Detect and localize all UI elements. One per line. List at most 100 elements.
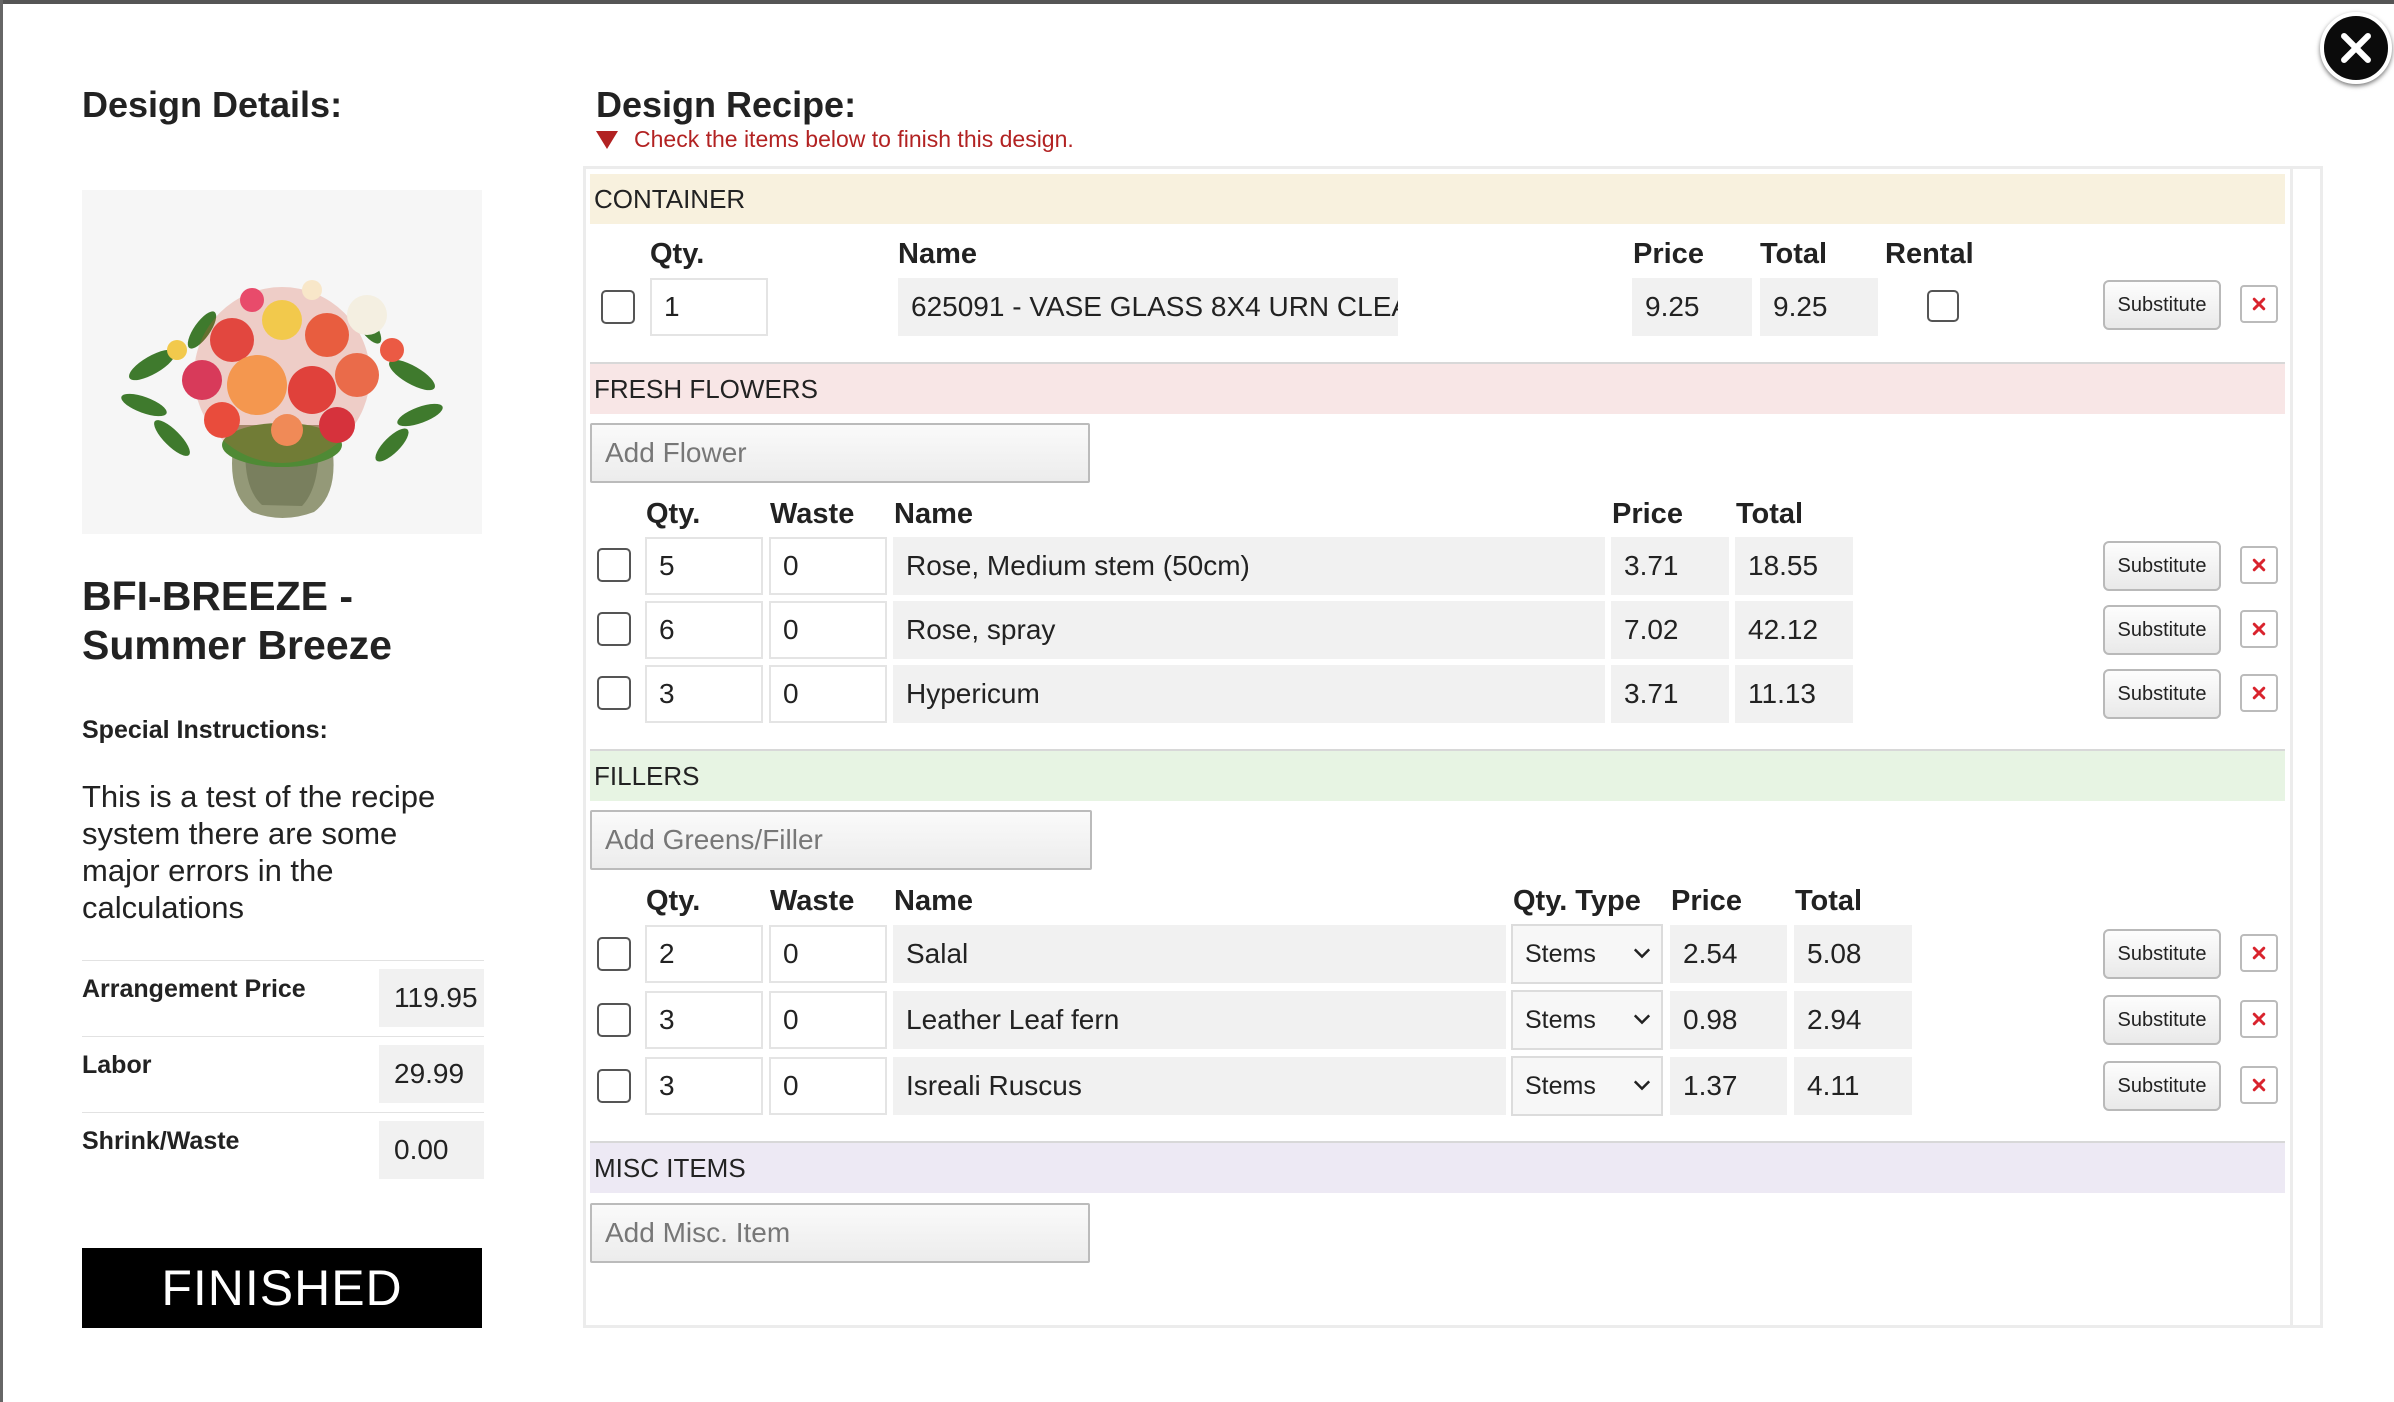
flower-total: 18.55 xyxy=(1735,537,1853,595)
fresh-col-name: Name xyxy=(894,498,973,530)
flower-delete-button[interactable] xyxy=(2240,546,2278,584)
flower-total: 11.13 xyxy=(1735,665,1853,723)
filler-qty-input[interactable]: 2 xyxy=(645,925,763,983)
flower-substitute-button[interactable]: Substitute xyxy=(2103,669,2221,719)
flower-qty-input[interactable]: 3 xyxy=(645,665,763,723)
chevron-down-icon xyxy=(1633,1080,1651,1091)
fresh-col-waste: Waste xyxy=(770,498,855,530)
filler-delete-button[interactable] xyxy=(2240,1000,2278,1038)
recipe-panel xyxy=(583,166,2323,1328)
filler-waste-input[interactable]: 0 xyxy=(769,991,887,1049)
filler-delete-button[interactable] xyxy=(2240,1066,2278,1104)
flower-qty-input[interactable]: 5 xyxy=(645,537,763,595)
add-misc-item-button[interactable]: Add Misc. Item xyxy=(590,1203,1090,1263)
recipe-hint: Check the items below to finish this des… xyxy=(596,126,1074,153)
flower-substitute-button[interactable]: Substitute xyxy=(2103,605,2221,655)
filler-qty-input[interactable]: 3 xyxy=(645,991,763,1049)
delete-x-icon xyxy=(2252,1012,2266,1026)
filler-substitute-button[interactable]: Substitute xyxy=(2103,929,2221,979)
filler-substitute-button[interactable]: Substitute xyxy=(2103,995,2221,1045)
chevron-down-icon xyxy=(1633,1014,1651,1025)
labor-value: 29.99 xyxy=(379,1045,484,1103)
divider xyxy=(590,362,2285,364)
section-fillers: FILLERS xyxy=(590,751,2285,801)
container-col-rental: Rental xyxy=(1885,238,1974,270)
add-flower-button[interactable]: Add Flower xyxy=(590,423,1090,483)
filler-row-checkbox[interactable] xyxy=(597,1069,631,1103)
flower-substitute-button[interactable]: Substitute xyxy=(2103,541,2221,591)
filler-waste-input[interactable]: 0 xyxy=(769,1057,887,1115)
flower-delete-button[interactable] xyxy=(2240,674,2278,712)
chevron-down-icon xyxy=(1633,948,1651,959)
flower-waste-input[interactable]: 0 xyxy=(769,665,887,723)
filler-delete-button[interactable] xyxy=(2240,934,2278,972)
filler-name: Leather Leaf fern xyxy=(893,991,1506,1049)
fillers-col-waste: Waste xyxy=(770,885,855,917)
flower-qty-input[interactable]: 6 xyxy=(645,601,763,659)
flower-delete-button[interactable] xyxy=(2240,610,2278,648)
section-misc-items: MISC ITEMS xyxy=(590,1143,2285,1193)
filler-total: 5.08 xyxy=(1794,925,1912,983)
filler-qty-input[interactable]: 3 xyxy=(645,1057,763,1115)
filler-row-checkbox[interactable] xyxy=(597,1003,631,1037)
fresh-col-total: Total xyxy=(1736,498,1804,530)
flower-total: 42.12 xyxy=(1735,601,1853,659)
container-qty-input[interactable]: 1 xyxy=(650,278,768,336)
summary-row-shrink-waste: Shrink/Waste 0.00 xyxy=(82,1112,484,1188)
filler-total: 4.11 xyxy=(1794,1057,1912,1115)
container-done-checkbox[interactable] xyxy=(601,290,635,324)
filler-row-checkbox[interactable] xyxy=(597,937,631,971)
design-photo xyxy=(82,190,482,534)
filler-qty-type-value: Stems xyxy=(1525,1072,1596,1100)
fresh-col-price: Price xyxy=(1612,498,1683,530)
container-rental-checkbox[interactable] xyxy=(1927,290,1959,322)
arrangement-price-value: 119.95 xyxy=(379,969,484,1027)
container-col-total: Total xyxy=(1760,238,1828,270)
flower-name: Hypericum xyxy=(893,665,1605,723)
container-col-qty: Qty. xyxy=(650,238,705,270)
flower-row-checkbox[interactable] xyxy=(597,676,631,710)
flower-waste-input[interactable]: 0 xyxy=(769,537,887,595)
filler-qty-type-select[interactable]: Stems xyxy=(1511,924,1663,984)
close-button[interactable] xyxy=(2320,12,2392,84)
container-col-name: Name xyxy=(898,238,977,270)
filler-waste-input[interactable]: 0 xyxy=(769,925,887,983)
delete-x-icon xyxy=(2252,558,2266,572)
filler-name: Isreali Ruscus xyxy=(893,1057,1506,1115)
top-edge xyxy=(0,0,2394,4)
filler-qty-type-value: Stems xyxy=(1525,1006,1596,1034)
flower-row-checkbox[interactable] xyxy=(597,548,631,582)
container-delete-button[interactable] xyxy=(2240,285,2278,323)
delete-x-icon xyxy=(2252,946,2266,960)
special-instructions-label: Special Instructions: xyxy=(82,716,328,744)
filler-price: 1.37 xyxy=(1670,1057,1787,1115)
finished-button[interactable]: FINISHED xyxy=(82,1248,482,1328)
filler-price: 2.54 xyxy=(1670,925,1787,983)
divider xyxy=(590,749,2285,751)
recipe-hint-text: Check the items below to finish this des… xyxy=(634,126,1074,152)
container-name: 625091 - VASE GLASS 8X4 URN CLEAR xyxy=(898,278,1398,336)
flower-name: Rose, Medium stem (50cm) xyxy=(893,537,1605,595)
fresh-col-qty: Qty. xyxy=(646,498,701,530)
warning-triangle-icon xyxy=(596,130,618,149)
shrink-waste-label: Shrink/Waste xyxy=(82,1127,240,1155)
delete-x-icon xyxy=(2252,686,2266,700)
flower-name: Rose, spray xyxy=(893,601,1605,659)
fillers-col-total: Total xyxy=(1795,885,1863,917)
add-greens-filler-button[interactable]: Add Greens/Filler xyxy=(590,810,1092,870)
flower-row-checkbox[interactable] xyxy=(597,612,631,646)
flower-price: 3.71 xyxy=(1611,665,1729,723)
fillers-col-qty: Qty. xyxy=(646,885,701,917)
summary-row-arrangement-price: Arrangement Price 119.95 xyxy=(82,960,484,1036)
flower-waste-input[interactable]: 0 xyxy=(769,601,887,659)
design-name: BFI-BREEZE - Summer Breeze xyxy=(82,573,392,668)
filler-qty-type-select[interactable]: Stems xyxy=(1511,1056,1663,1116)
labor-label: Labor xyxy=(82,1051,152,1079)
left-edge xyxy=(0,0,3,1402)
close-icon xyxy=(2341,33,2371,63)
delete-x-icon xyxy=(2252,622,2266,636)
filler-substitute-button[interactable]: Substitute xyxy=(2103,1061,2221,1111)
filler-qty-type-select[interactable]: Stems xyxy=(1511,990,1663,1050)
shrink-waste-value: 0.00 xyxy=(379,1121,484,1179)
container-substitute-button[interactable]: Substitute xyxy=(2103,280,2221,330)
